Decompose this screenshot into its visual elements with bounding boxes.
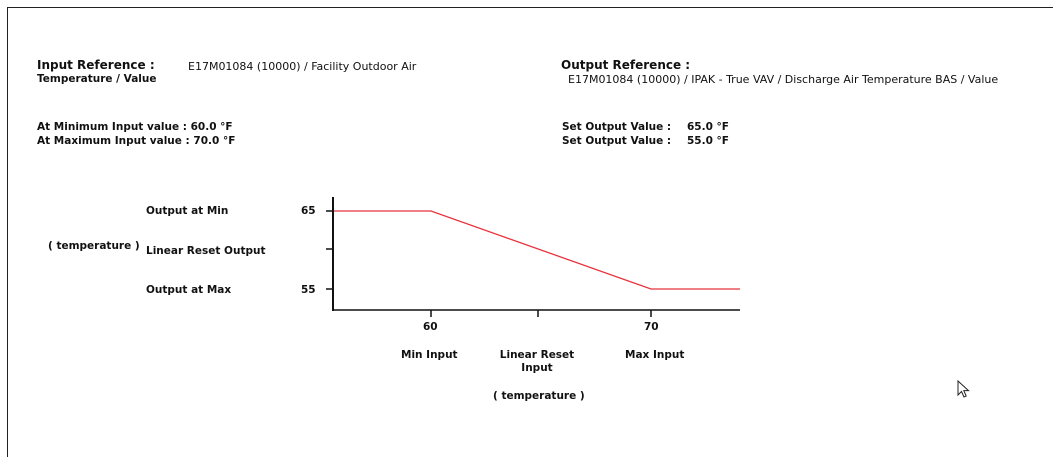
linear-reset-input-label-1: Linear Reset — [499, 349, 575, 361]
x-tick-label: 70 — [644, 321, 659, 333]
min-input-value: At Minimum Input value : 60.0 °F — [37, 121, 233, 133]
y-tick-label: 55 — [301, 284, 316, 296]
x-tick-label: 60 — [423, 321, 438, 333]
linear-reset-input-label-2: Input — [521, 362, 553, 374]
output-reference-value: E17M01084 (10000) / IPAK - True VAV / Di… — [568, 73, 999, 86]
set-output-2-value: 55.0 °F — [687, 135, 729, 147]
input-reference-label: Input Reference : — [37, 58, 155, 72]
mouse-pointer-icon — [957, 380, 970, 398]
output-at-min-label: Output at Min — [146, 205, 229, 217]
x-unit-label: ( temperature ) — [493, 390, 585, 402]
input-reference-value-cont: Temperature / Value — [37, 73, 157, 85]
output-reference-label: Output Reference : — [561, 58, 691, 72]
y-tick-label: 65 — [301, 205, 316, 217]
y-unit-label: ( temperature ) — [48, 240, 140, 252]
max-input-value: At Maximum Input value : 70.0 °F — [37, 135, 236, 147]
output-at-max-label: Output at Max — [146, 284, 232, 296]
input-reference-value: E17M01084 (10000) / Facility Outdoor Air — [188, 60, 417, 73]
set-output-2-label: Set Output Value : — [562, 135, 672, 147]
max-input-label: Max Input — [625, 349, 685, 361]
reset-schedule-panel — [7, 7, 1053, 457]
linear-reset-output-label: Linear Reset Output — [146, 245, 266, 257]
reset-line — [334, 210, 740, 290]
min-input-label: Min Input — [401, 349, 458, 361]
set-output-1-label: Set Output Value : — [562, 121, 672, 133]
set-output-1-value: 65.0 °F — [687, 121, 729, 133]
